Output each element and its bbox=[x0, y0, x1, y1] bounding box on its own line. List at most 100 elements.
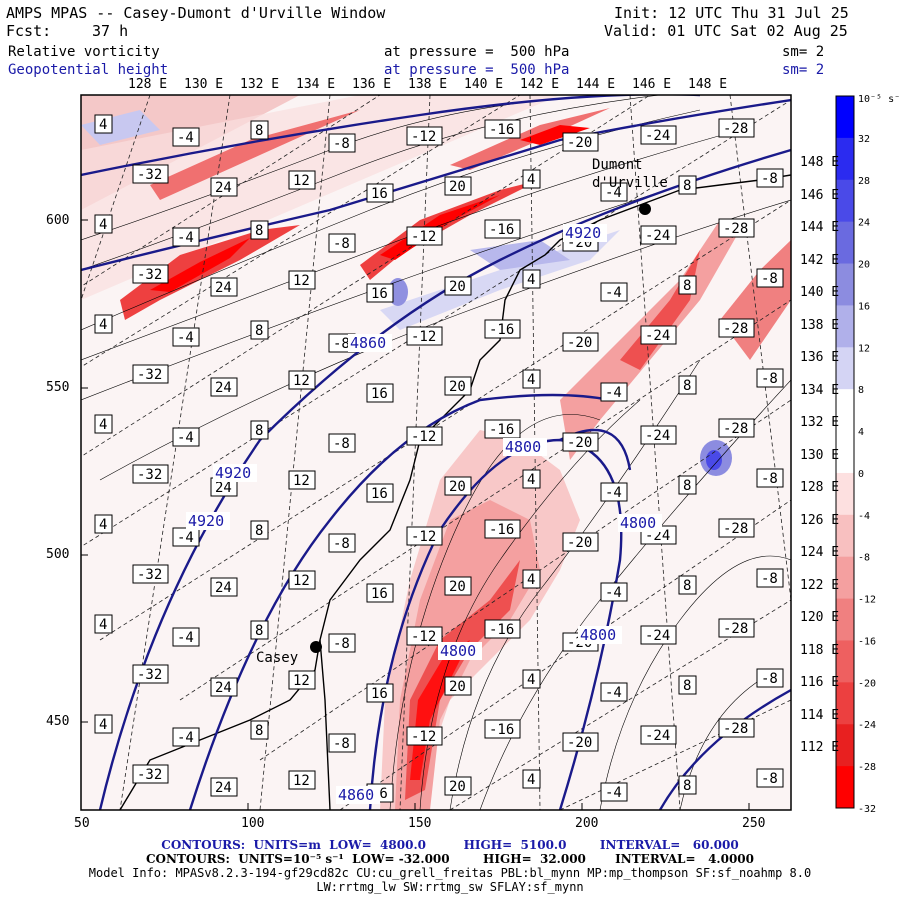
vorticity-label-box: -8 bbox=[756, 168, 784, 188]
vorticity-label-box: -12 bbox=[406, 726, 443, 746]
vorticity-label-box: -4 bbox=[600, 282, 628, 302]
colorbar-label: -4 bbox=[858, 511, 870, 522]
vorticity-label-text: -8 bbox=[761, 671, 778, 687]
height-label-bg bbox=[563, 224, 607, 242]
vorticity-label-box: -8 bbox=[756, 368, 784, 388]
vorticity-label-box: -16 bbox=[484, 519, 521, 539]
label-box-bg bbox=[328, 133, 356, 153]
vorticity-label-box: -4 bbox=[600, 182, 628, 202]
vorticity-label-box: 4 bbox=[522, 669, 541, 689]
vorticity-label-text: 20 bbox=[449, 679, 466, 695]
y-tick-label: 450 bbox=[46, 714, 70, 729]
footer-model-info-2: LW:rrtmg_lw SW:rrtmg_sw SFLAY:sf_mynn bbox=[316, 880, 584, 894]
label-box-bg bbox=[756, 268, 784, 288]
vorticity-label-text: 8 bbox=[683, 278, 691, 294]
label-box-bg bbox=[484, 619, 521, 639]
vorticity-label-text: 16 bbox=[371, 486, 388, 502]
right-longitude-label: 114 E bbox=[800, 707, 840, 723]
label-box-bg bbox=[640, 625, 677, 645]
vorticity-label-box: 12 bbox=[288, 570, 316, 590]
vorticity-label-text: 8 bbox=[255, 723, 263, 739]
vorticity-label-box: 8 bbox=[678, 775, 697, 795]
vorticity-label-text: 24 bbox=[215, 180, 232, 196]
vorticity-label-box: -12 bbox=[406, 426, 443, 446]
vorticity-label-text: -8 bbox=[761, 271, 778, 287]
vorticity-label-text: -28 bbox=[723, 521, 748, 537]
vorticity-label-text: 12 bbox=[293, 373, 310, 389]
vorticity-shading bbox=[81, 95, 791, 810]
vorticity-label-box: 12 bbox=[288, 470, 316, 490]
vorticity-label-text: 4 bbox=[527, 272, 535, 288]
colorbar-label: 4 bbox=[858, 427, 864, 438]
vorticity-label-text: -28 bbox=[723, 221, 748, 237]
vorticity-label-text: 4 bbox=[99, 217, 107, 233]
vorticity-label-text: -32 bbox=[137, 767, 162, 783]
vorticity-label-text: -16 bbox=[489, 422, 514, 438]
vorticity-label-box: -28 bbox=[718, 218, 755, 238]
label-box-bg bbox=[522, 269, 541, 289]
vorticity-label-box: 24 bbox=[210, 377, 238, 397]
height-label: 4920 bbox=[565, 224, 601, 242]
vorticity-label-text: 20 bbox=[449, 479, 466, 495]
vorticity-label-text: -8 bbox=[761, 471, 778, 487]
label-box-bg bbox=[718, 718, 755, 738]
vorticity-label-text: -4 bbox=[177, 430, 194, 446]
vorticity-label-box: -28 bbox=[718, 718, 755, 738]
label-box-bg bbox=[640, 225, 677, 245]
label-box-bg bbox=[172, 327, 200, 347]
vorticity-label-box: 8 bbox=[250, 620, 269, 640]
vorticity-label-text: 12 bbox=[293, 473, 310, 489]
label-box-bg bbox=[756, 168, 784, 188]
vorticity-label-box: 8 bbox=[250, 420, 269, 440]
vorticity-label-box: 20 bbox=[444, 476, 472, 496]
vorticity-label-text: 16 bbox=[371, 386, 388, 402]
label-box-bg bbox=[210, 677, 238, 697]
vorticity-label-text: 4 bbox=[527, 772, 535, 788]
label-box-bg bbox=[756, 568, 784, 588]
vorticity-label-box: -32 bbox=[132, 664, 169, 684]
casey-marker bbox=[310, 641, 322, 653]
label-box-bg bbox=[562, 132, 599, 152]
height-label-bg bbox=[578, 626, 622, 644]
label-box-bg bbox=[250, 220, 269, 240]
vorticity-label-box: -28 bbox=[718, 118, 755, 138]
vorticity-label-box: 8 bbox=[678, 275, 697, 295]
vorticity-label-box: -32 bbox=[132, 564, 169, 584]
vorticity-label-text: -20 bbox=[567, 735, 592, 751]
vorticity-label-text: -12 bbox=[411, 429, 436, 445]
vorticity-labels: 4 -4 8 -8 -12 -16 -20 -24 -28 -32 24 12 16 20 4 -4 8 -8 4 -… bbox=[94, 114, 784, 803]
vorticity-label-text: 16 bbox=[371, 686, 388, 702]
label-box-bg bbox=[640, 125, 677, 145]
colorbar-label: 20 bbox=[858, 260, 870, 271]
vorticity-label-text: 4 bbox=[99, 117, 107, 133]
vorticity-label-text: -8 bbox=[333, 236, 350, 252]
vorticity-label-text: 4 bbox=[99, 617, 107, 633]
label-box-bg bbox=[328, 433, 356, 453]
vorticity-label-text: -16 bbox=[489, 122, 514, 138]
field1-name: Relative vorticity bbox=[8, 44, 160, 60]
vorticity-label-text: -4 bbox=[177, 730, 194, 746]
field2-name: Geopotential height bbox=[8, 62, 169, 78]
colorbar-swatch bbox=[836, 472, 854, 516]
label-box-bg bbox=[522, 669, 541, 689]
vorticity-label-text: 24 bbox=[215, 480, 232, 496]
vorticity-label-box: -12 bbox=[406, 126, 443, 146]
vorticity-label-text: -12 bbox=[411, 329, 436, 345]
label-box-bg bbox=[522, 469, 541, 489]
vorticity-label-text: -32 bbox=[137, 267, 162, 283]
colorbar-label: 16 bbox=[858, 301, 870, 312]
vorticity-label-box: -12 bbox=[406, 226, 443, 246]
vorticity-label-text: -16 bbox=[489, 522, 514, 538]
label-box-bg bbox=[172, 127, 200, 147]
label-box-bg bbox=[210, 777, 238, 797]
height-label-bg bbox=[336, 786, 380, 804]
vorticity-label-box: 4 bbox=[522, 169, 541, 189]
vorticity-label-text: -4 bbox=[605, 585, 622, 601]
vorticity-label-text: -24 bbox=[645, 428, 670, 444]
vorticity-label-text: -20 bbox=[567, 135, 592, 151]
vorticity-label-text: 8 bbox=[255, 323, 263, 339]
vorticity-label-box: -32 bbox=[132, 364, 169, 384]
top-longitude-label: 144 E bbox=[576, 77, 616, 92]
vorticity-label-box: -16 bbox=[484, 119, 521, 139]
vorticity-label-box: -12 bbox=[406, 626, 443, 646]
